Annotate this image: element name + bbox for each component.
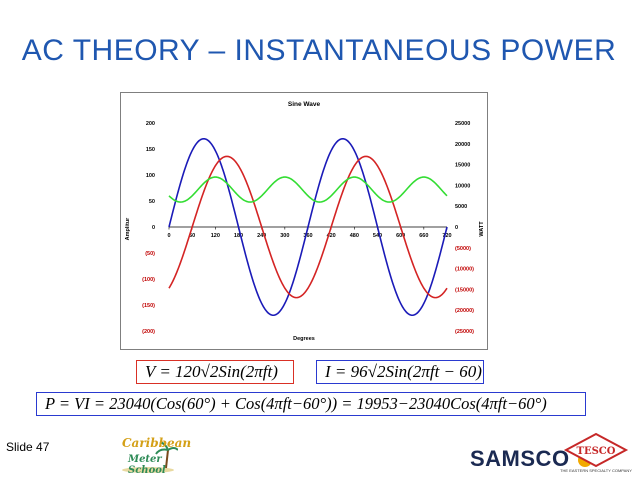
y2-tick-label: 25000 <box>455 121 470 127</box>
y-tick-label: (100) <box>142 277 155 283</box>
current-equation: I = 96√2Sin(2πft − 60) <box>316 360 484 384</box>
x-tick-label: 60 <box>189 233 195 239</box>
slide-number: Slide 47 <box>6 440 50 454</box>
meter-school-text: Meter School <box>128 454 166 476</box>
x-tick-label: 660 <box>419 233 428 239</box>
series-layer <box>168 137 448 317</box>
y-axis-label: Amplitur <box>125 217 131 240</box>
tesco-text: TESCO <box>577 446 616 457</box>
y2-tick-label: 20000 <box>455 142 470 148</box>
x-tick-label: 180 <box>234 233 243 239</box>
y2-tick-label: 0 <box>455 225 458 231</box>
x-tick-label: 300 <box>280 233 289 239</box>
power-equation: P = VI = 23040(Cos(60°) + Cos(4πft−60°))… <box>36 392 586 416</box>
x-axis-label: Degrees <box>293 336 315 342</box>
x-tick-label: 360 <box>303 233 312 239</box>
palm-icon <box>122 441 178 473</box>
tesco-logo: TESCO THE EASTERN SPECIALTY COMPANY <box>560 432 632 476</box>
y2-tick-label: 10000 <box>455 183 470 189</box>
tesco-subtitle: THE EASTERN SPECIALTY COMPANY <box>560 468 632 473</box>
chart-container: Sine Wave Degrees Amplitur WATT 0 60 120 18… <box>120 92 488 350</box>
tesco-emblem-icon: TESCO <box>563 432 629 468</box>
y-tick-label: (50) <box>145 251 155 257</box>
y-tick-label: 100 <box>146 173 155 179</box>
y-tick-label: 0 <box>152 225 155 231</box>
chart-title: Sine Wave <box>288 101 321 108</box>
samsco-text: SAMSCO <box>470 446 570 471</box>
x-tick-label: 540 <box>373 233 382 239</box>
samsco-logo: SAMSCO <box>470 446 593 472</box>
x-tick-label: 240 <box>257 233 266 239</box>
x-tick-label: 420 <box>327 233 336 239</box>
y2-tick-label: 5000 <box>455 204 467 210</box>
x-tick-label: 480 <box>350 233 359 239</box>
voltage-equation: V = 120√2Sin(2πft) <box>136 360 294 384</box>
y2-tick-label: (10000) <box>455 267 474 273</box>
x-tick-label: 600 <box>396 233 405 239</box>
y-tick-label: 50 <box>149 199 155 205</box>
x-tick-label: 720 <box>442 233 451 239</box>
y-tick-label: (150) <box>142 303 155 309</box>
y2-tick-label: (25000) <box>455 329 474 335</box>
caribbean-meter-school-logo: Caribbean Meter School <box>118 432 191 476</box>
y2-axis-label: WATT <box>479 221 485 237</box>
y-tick-label: (200) <box>142 329 155 335</box>
caribbean-text: Caribbean <box>122 436 192 450</box>
y2-tick-label: (5000) <box>455 246 471 252</box>
voltage-series-line <box>168 137 448 317</box>
slide-title: AC THEORY – INSTANTANEOUS POWER <box>21 34 617 67</box>
y-tick-label: 200 <box>146 121 155 127</box>
sine-wave-chart: Sine Wave Degrees Amplitur WATT 0 60 120 18… <box>125 101 485 342</box>
axes-layer: 0 60 120 180 240 300 360 420 480 540 600 660 720 200 1… <box>142 121 474 335</box>
power-series-line <box>168 176 448 203</box>
y2-tick-label: (20000) <box>455 308 474 314</box>
current-series-line <box>168 155 448 299</box>
x-tick-label: 0 <box>167 233 170 239</box>
y-tick-label: 150 <box>146 147 155 153</box>
y2-tick-label: 15000 <box>455 163 470 169</box>
y2-tick-label: (15000) <box>455 287 474 293</box>
x-tick-label: 120 <box>211 233 220 239</box>
